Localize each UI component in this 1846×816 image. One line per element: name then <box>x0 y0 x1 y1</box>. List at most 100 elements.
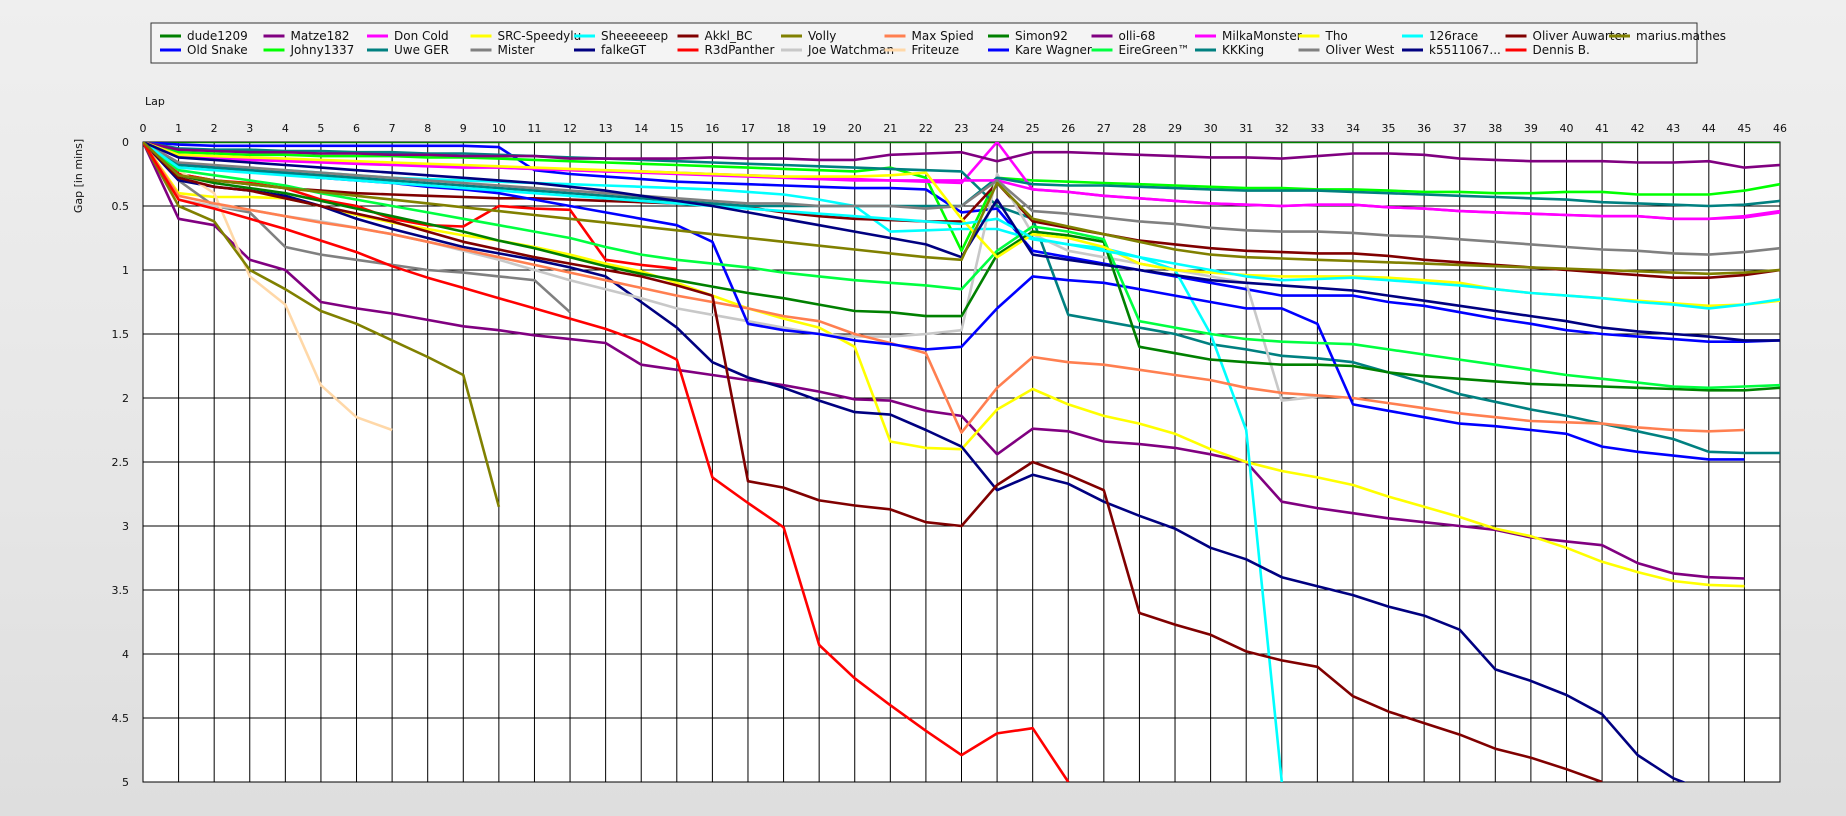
series-line-126race <box>143 142 1780 310</box>
x-tick-label: 1 <box>175 122 182 135</box>
legend-item: falkeGT <box>601 43 647 57</box>
x-tick-label: 36 <box>1417 122 1431 135</box>
x-tick-label: 39 <box>1524 122 1538 135</box>
x-tick-label: 44 <box>1702 122 1716 135</box>
legend-item: Joe Watchman <box>807 43 894 57</box>
y-tick-label: 4.5 <box>112 712 130 725</box>
legend-box <box>150 22 1698 64</box>
x-tick-label: 35 <box>1382 122 1396 135</box>
legend-item: 126race <box>1429 29 1478 43</box>
grid <box>142 141 1781 783</box>
x-tick-label: 9 <box>460 122 467 135</box>
x-tick-label: 8 <box>424 122 431 135</box>
y-tick-label: 5 <box>122 776 129 789</box>
legend-item: EireGreen™ <box>1119 43 1190 57</box>
series-line-oliver-west <box>143 142 1780 256</box>
x-tick-label: 3 <box>246 122 253 135</box>
x-tick-label: 27 <box>1097 122 1111 135</box>
x-tick-label: 4 <box>282 122 289 135</box>
series-line-dennis-b- <box>143 142 1070 782</box>
y-tick-label: 0.5 <box>112 200 130 213</box>
x-tick-label: 19 <box>812 122 826 135</box>
x-tick-label: 26 <box>1061 122 1075 135</box>
series-line-olli-68 <box>143 142 1780 169</box>
x-tick-label: 16 <box>705 122 719 135</box>
legend-item: Matze182 <box>291 29 350 43</box>
x-tick-label: 18 <box>777 122 791 135</box>
x-tick-label: 23 <box>955 122 969 135</box>
y-axis-label: Gap [in mins] <box>72 139 85 213</box>
legend-item: Max Spied <box>912 29 974 43</box>
x-tick-label: 42 <box>1631 122 1645 135</box>
x-tick-label: 38 <box>1488 122 1502 135</box>
series-line-volly <box>143 142 501 508</box>
x-tick-label: 30 <box>1204 122 1218 135</box>
series-line-falkegt <box>143 142 1687 782</box>
legend-item: k5511067... <box>1429 43 1501 57</box>
series-line-uwe-ger <box>143 142 1780 455</box>
legend: dude1209 Matze182 Don Cold SRC-Speedylu Shee… <box>150 22 1726 64</box>
y-tick-label: 3 <box>122 520 129 533</box>
series-line-matze182 <box>143 142 1745 580</box>
legend-item: Oliver West <box>1326 43 1395 57</box>
y-tick-label: 2.5 <box>112 456 130 469</box>
x-tick-label: 10 <box>492 122 506 135</box>
series-line-simon92 <box>143 142 1780 392</box>
x-tick-label: 33 <box>1310 122 1324 135</box>
x-tick-label: 15 <box>670 122 684 135</box>
x-tick-label: 22 <box>919 122 933 135</box>
series-line-johny1337 <box>143 142 1780 253</box>
legend-item: R3dPanther <box>705 43 775 57</box>
legend-item: Akkl_BC <box>705 29 753 43</box>
x-tick-label: 20 <box>848 122 862 135</box>
legend-item: Kare Wagner <box>1015 43 1092 57</box>
legend-item: KKKing <box>1222 43 1264 57</box>
y-tick-label: 2 <box>122 392 129 405</box>
x-tick-label: 45 <box>1737 122 1751 135</box>
series-line-old-snake <box>143 142 1780 344</box>
x-tick-label: 31 <box>1239 122 1253 135</box>
y-tick-label: 1.5 <box>112 328 130 341</box>
x-tick-label: 12 <box>563 122 577 135</box>
y-tick-label: 4 <box>122 648 129 661</box>
legend-item: MilkaMonster <box>1222 29 1302 43</box>
x-tick-label: 43 <box>1666 122 1680 135</box>
x-tick-label: 40 <box>1559 122 1573 135</box>
x-tick-label: 7 <box>389 122 396 135</box>
x-tick-label: 2 <box>211 122 218 135</box>
y-tick-label: 1 <box>122 264 129 277</box>
legend-item: Friteuze <box>912 43 960 57</box>
series-layer <box>143 142 1780 782</box>
y-tick-label: 3.5 <box>112 584 130 597</box>
x-tick-label: 46 <box>1773 122 1787 135</box>
x-tick-label: 25 <box>1026 122 1040 135</box>
series-line-max-spied <box>143 142 1745 434</box>
legend-item: marius.mathes <box>1636 29 1726 43</box>
legend-item: dude1209 <box>187 29 248 43</box>
legend-item: Mister <box>498 43 535 57</box>
legend-item: Don Cold <box>394 29 449 43</box>
x-tick-label: 0 <box>140 122 147 135</box>
x-tick-label: 34 <box>1346 122 1360 135</box>
series-line-eiregreen- <box>143 142 1780 390</box>
x-tick-label: 13 <box>599 122 613 135</box>
y-tick-label: 0 <box>122 136 129 149</box>
legend-item: Dennis B. <box>1533 43 1590 57</box>
x-tick-label: 32 <box>1275 122 1289 135</box>
x-tick-label: 37 <box>1453 122 1467 135</box>
legend-item: Simon92 <box>1015 29 1068 43</box>
x-tick-label: 6 <box>353 122 360 135</box>
x-tick-label: 41 <box>1595 122 1609 135</box>
x-tick-label: 17 <box>741 122 755 135</box>
legend-item: Sheeeeeep <box>601 29 668 43</box>
legend-item: Uwe GER <box>394 43 449 57</box>
legend-item: SRC-Speedylu <box>498 29 582 43</box>
series-line-milkamonster <box>143 142 1780 221</box>
x-tick-label: 28 <box>1132 122 1146 135</box>
series-line-friteuze <box>143 142 393 432</box>
legend-item: Johny1337 <box>290 43 355 57</box>
x-tick-label: 11 <box>527 122 541 135</box>
legend-item: Volly <box>808 29 836 43</box>
legend-item: Oliver Auwarter <box>1533 29 1627 43</box>
